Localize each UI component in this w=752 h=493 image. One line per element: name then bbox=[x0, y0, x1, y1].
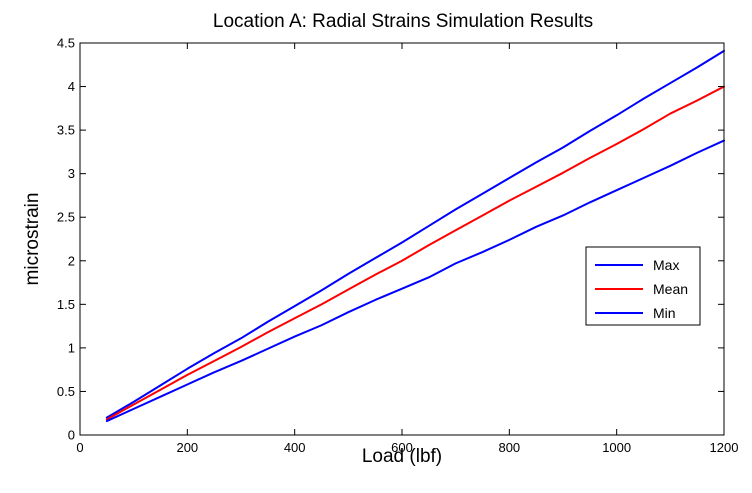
x-tick-label: 600 bbox=[391, 440, 413, 455]
ticks-layer: 0 200 400 600 800 1000 1200 0 0.5 1 1.5 2 2.5 3 3.5 4 4.… bbox=[57, 36, 739, 456]
y-tick-label: 3 bbox=[68, 166, 75, 181]
y-tick-label: 0 bbox=[68, 428, 75, 443]
x-tick-label: 200 bbox=[176, 440, 198, 455]
y-tick-label: 1.5 bbox=[57, 297, 75, 312]
x-tick-label: 1200 bbox=[710, 440, 739, 455]
chart-title: Location A: Radial Strains Simulation Re… bbox=[213, 11, 593, 32]
y-tick-label: 3.5 bbox=[57, 123, 75, 138]
lines-layer bbox=[105, 49, 725, 423]
x-tick-label: 400 bbox=[284, 440, 306, 455]
y-tick-label: 1 bbox=[68, 340, 75, 355]
x-tick-label: 1000 bbox=[602, 440, 631, 455]
series-line-mean bbox=[105, 85, 725, 421]
y-tick-label: 2.5 bbox=[57, 210, 75, 225]
y-tick-label: 4.5 bbox=[57, 36, 75, 51]
x-tick-label: 800 bbox=[498, 440, 520, 455]
x-tick-label: 0 bbox=[76, 440, 83, 455]
y-tick-label: 2 bbox=[68, 253, 75, 268]
y-tick-label: 0.5 bbox=[57, 384, 75, 399]
series-line-max bbox=[105, 49, 725, 419]
legend: Max Mean Min bbox=[585, 246, 701, 326]
legend-label-min: Min bbox=[653, 305, 676, 321]
y-axis-title: microstrain bbox=[22, 193, 43, 286]
legend-label-max: Max bbox=[653, 257, 679, 273]
series-line-min bbox=[105, 139, 725, 423]
x-axis-title: Load (lbf) bbox=[362, 446, 442, 467]
legend-entries: Max Mean Min bbox=[595, 257, 688, 321]
legend-label-mean: Mean bbox=[653, 281, 688, 297]
y-tick-label: 4 bbox=[68, 79, 75, 94]
